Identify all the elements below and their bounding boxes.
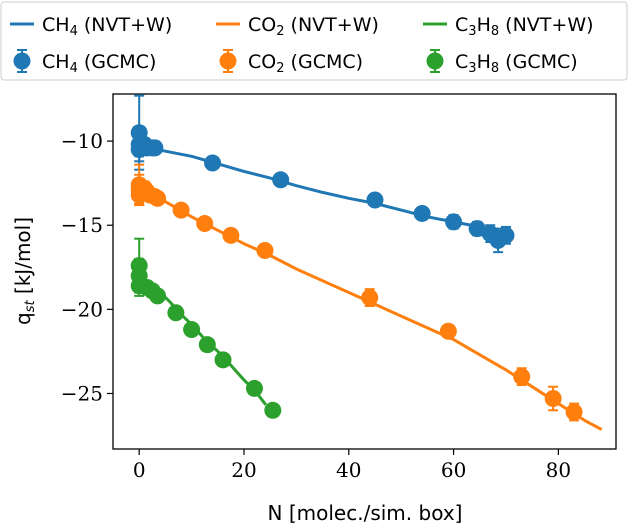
series-line-1 [137, 186, 603, 431]
data-point-2 [183, 321, 201, 339]
data-point-1 [565, 403, 583, 421]
y-tick-label: −15 [61, 213, 103, 237]
legend-label: CO2 (NVT+W) [248, 14, 379, 39]
data-point-0 [366, 191, 384, 209]
legend-label: C3H8 (NVT+W) [455, 14, 594, 39]
data-point-1 [172, 201, 190, 219]
data-point-1 [513, 368, 531, 386]
data-point-0 [497, 226, 515, 244]
x-tick-label: 40 [336, 458, 361, 482]
legend-frame [0, 1, 628, 81]
x-axis-label: N [molec./sim. box] [268, 501, 463, 525]
data-point-2 [214, 351, 232, 369]
y-tick-label: −20 [61, 297, 103, 321]
y-axis-label-unit: [kJ/mol] [11, 217, 35, 300]
data-point-0 [146, 139, 164, 157]
x-tick-label: 0 [133, 458, 146, 482]
legend-marker-swatch [426, 52, 444, 70]
legend-label: CO2 (GCMC) [248, 51, 363, 76]
y-tick-label: −10 [61, 129, 103, 153]
plot-frame [112, 93, 617, 450]
x-tick-label: 20 [231, 458, 256, 482]
data-point-0 [468, 220, 486, 238]
data-point-2 [149, 287, 167, 305]
legend-label: CH4 (NVT+W) [42, 14, 172, 39]
data-point-0 [413, 204, 431, 222]
y-tick-label: −25 [61, 381, 103, 405]
data-point-1 [361, 289, 379, 307]
series-points [130, 94, 583, 422]
data-point-1 [149, 189, 167, 207]
legend-label: CH4 (GCMC) [42, 51, 156, 76]
axes-ticks: 0 20 40 60 80 −10 −15 −20 −25 [61, 129, 571, 482]
y-axis-label-subscript: st [23, 300, 38, 313]
legend-marker-swatch [219, 52, 237, 70]
data-point-2 [245, 379, 263, 397]
data-point-0 [204, 154, 222, 172]
data-point-1 [544, 390, 562, 408]
x-tick-label: 60 [441, 458, 466, 482]
data-point-1 [256, 241, 274, 259]
data-point-2 [198, 336, 216, 354]
series-line-0 [137, 144, 508, 236]
y-axis-label: qst [kJ/mol] [11, 217, 38, 325]
data-point-0 [445, 213, 463, 231]
x-tick-label: 80 [546, 458, 571, 482]
legend: CH4 (NVT+W) CO2 (NVT+W) C3H8 (NVT+W) CH4 (G… [0, 1, 628, 81]
legend-marker-swatch [13, 52, 31, 70]
legend-label: C3H8 (GCMC) [455, 51, 578, 76]
data-point-1 [196, 215, 214, 233]
data-point-2 [167, 304, 185, 322]
data-point-2 [264, 401, 282, 419]
data-point-1 [439, 322, 457, 340]
data-point-0 [272, 171, 290, 189]
y-axis-label-q: q [11, 312, 35, 325]
data-point-1 [222, 226, 240, 244]
